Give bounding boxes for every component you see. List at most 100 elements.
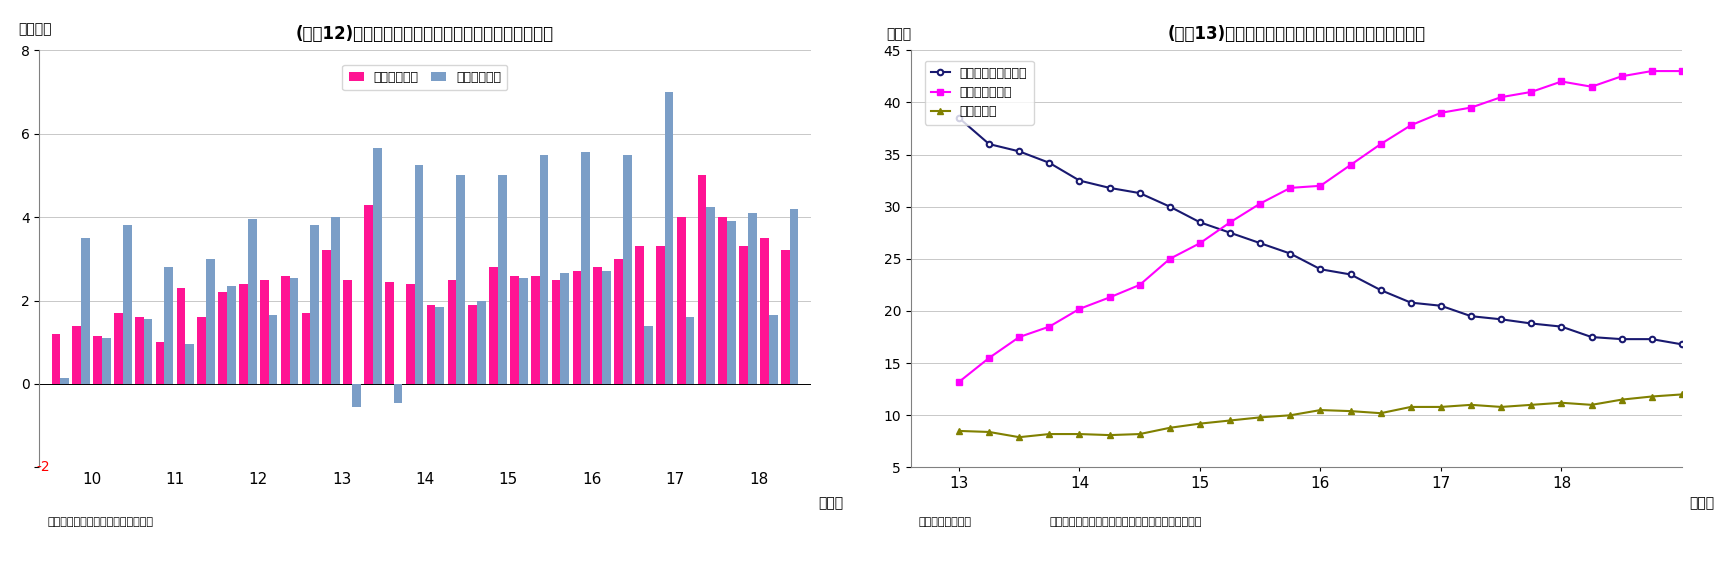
Bar [581, 152, 590, 384]
Bar [768, 315, 777, 384]
Bar [218, 292, 227, 384]
海外シェア [1129, 431, 1150, 437]
Line: 日本銀行シェア: 日本銀行シェア [955, 66, 1734, 385]
Bar [343, 279, 352, 384]
日本銀行シェア [1732, 66, 1734, 73]
Bar [498, 175, 506, 384]
Bar [81, 238, 90, 384]
Text: （資料）日本銀行「資金循環統計」: （資料）日本銀行「資金循環統計」 [47, 518, 153, 528]
預金取扱機関シェア [1701, 352, 1722, 359]
預金取扱機関シェア [1642, 336, 1663, 343]
海外シェア [1550, 399, 1571, 406]
Bar [290, 278, 298, 384]
預金取扱機関シェア [1190, 219, 1210, 226]
預金取扱機関シェア [1129, 189, 1150, 196]
Bar [281, 275, 290, 384]
日本銀行シェア [1550, 78, 1571, 85]
海外シェア [1009, 433, 1030, 440]
Bar [364, 205, 373, 384]
Bar [593, 267, 602, 384]
Bar [52, 334, 61, 384]
海外シェア [1250, 414, 1271, 421]
日本銀行シェア [1642, 67, 1663, 74]
Bar [655, 246, 664, 384]
Bar [643, 325, 652, 384]
Bar [635, 246, 643, 384]
日本銀行シェア [1340, 162, 1361, 168]
日本銀行シェア [1280, 184, 1300, 191]
Bar [61, 378, 69, 384]
Title: (図表13)預金取扱機関と日銀、海外の国債保有シェア: (図表13)預金取扱機関と日銀、海外の国債保有シェア [1167, 25, 1425, 43]
Bar [551, 279, 560, 384]
Bar [114, 313, 123, 384]
Bar [373, 148, 381, 384]
日本銀行シェア [1460, 104, 1481, 111]
海外シェア [1732, 389, 1734, 396]
Bar [394, 384, 402, 403]
Bar [614, 259, 623, 384]
海外シェア [1581, 401, 1602, 408]
海外シェア [1460, 401, 1481, 408]
Bar [227, 286, 236, 384]
Legend: 対外直接投賄, 対外証券投賄: 対外直接投賄, 対外証券投賄 [343, 65, 508, 90]
預金取扱機関シェア [1280, 250, 1300, 257]
預金取扱機関シェア [1370, 286, 1391, 293]
Bar [239, 284, 248, 384]
Bar [518, 278, 527, 384]
海外シェア [1611, 396, 1632, 403]
Bar [435, 307, 444, 384]
Bar [531, 275, 539, 384]
海外シェア [1401, 403, 1422, 410]
Text: （注）国債は、国庫短期証券と国債・財投債の合計: （注）国債は、国庫短期証券と国債・財投債の合計 [1049, 518, 1202, 528]
Bar [352, 384, 361, 407]
Bar [198, 317, 206, 384]
Bar [676, 217, 685, 384]
日本銀行シェア [1039, 323, 1059, 330]
Bar [248, 219, 257, 384]
海外シェア [1672, 391, 1692, 398]
Bar [789, 209, 798, 384]
Bar [572, 271, 581, 384]
Bar [323, 250, 331, 384]
預金取扱機関シェア [1009, 148, 1030, 155]
日本銀行シェア [1311, 182, 1332, 189]
預金取扱機関シェア [978, 141, 999, 148]
海外シェア [1642, 393, 1663, 400]
Bar [759, 238, 768, 384]
預金取扱機関シェア [1219, 229, 1240, 236]
海外シェア [1039, 431, 1059, 437]
海外シェア [1099, 432, 1120, 439]
海外シェア [1521, 401, 1542, 408]
Bar [102, 338, 111, 384]
預金取扱機関シェア [1250, 240, 1271, 247]
Text: （兆円）: （兆円） [19, 22, 52, 37]
Bar [302, 313, 310, 384]
Title: (図表12)民間非金融法人の対外投賄額（資金フロー）: (図表12)民間非金融法人の対外投賄額（資金フロー） [297, 25, 555, 43]
海外シェア [1280, 412, 1300, 419]
Bar [739, 246, 747, 384]
海外シェア [1431, 403, 1451, 410]
預金取扱機関シェア [1431, 302, 1451, 309]
Text: （年）: （年） [1689, 497, 1715, 511]
預金取扱機関シェア [1581, 333, 1602, 340]
日本銀行シェア [1219, 219, 1240, 226]
日本銀行シェア [1370, 141, 1391, 148]
Bar [427, 304, 435, 384]
日本銀行シェア [1672, 67, 1692, 74]
Bar [685, 317, 694, 384]
Bar [165, 267, 173, 384]
Bar [539, 155, 548, 384]
日本銀行シェア [1581, 83, 1602, 90]
Line: 海外シェア: 海外シェア [955, 389, 1734, 440]
預金取扱機関シェア [1521, 320, 1542, 327]
Bar [144, 320, 153, 384]
Bar [331, 217, 340, 384]
Bar [727, 221, 735, 384]
Text: （年）: （年） [818, 497, 843, 511]
Bar [447, 279, 456, 384]
Bar [780, 250, 789, 384]
Bar [260, 279, 269, 384]
Bar [406, 284, 414, 384]
Bar [747, 213, 756, 384]
Bar [310, 225, 319, 384]
